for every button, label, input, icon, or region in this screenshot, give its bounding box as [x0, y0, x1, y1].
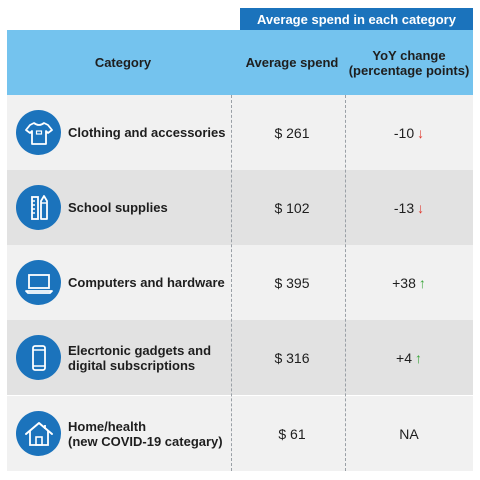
yoy-change-value: NA [399, 425, 419, 442]
yoy-change-value: +38 ↑ [392, 274, 426, 291]
laptop-icon [16, 260, 61, 305]
table-row: Home/health (new COVID-19 categary) $ 61 NA [7, 396, 473, 471]
category-label: Computers and hardware [68, 245, 238, 320]
category-label-line: Home/health [68, 418, 147, 434]
arrow-down-icon: ↓ [417, 124, 425, 141]
table-header: Category Average spend YoY change (perce… [7, 30, 473, 95]
header-category: Category [94, 55, 152, 70]
header-yoy-line-2: (percentage points) [348, 62, 470, 78]
smartphone-icon [16, 335, 61, 380]
table-row: Computers and hardware $ 395 +38 ↑ [7, 245, 473, 320]
yoy-change-value: -10 ↓ [393, 124, 425, 141]
pencil-ruler-icon [16, 185, 61, 230]
table-row: School supplies $ 102 -13 ↓ [7, 170, 473, 245]
header-yoy-change: YoY change (percentage points) [345, 30, 473, 95]
header-yoy-line-1: YoY change [372, 47, 446, 63]
arrow-up-icon: ↑ [418, 274, 426, 291]
category-label: Home/health (new COVID-19 categary) [68, 396, 238, 471]
column-divider-1 [231, 95, 232, 471]
table-row: Elecrtonic gadgets and digital subscripti… [7, 320, 473, 395]
average-spend-value: $ 316 [274, 349, 310, 366]
category-label-line: (new COVID-19 categary) [68, 433, 223, 449]
table-banner: Average spend in each category [240, 8, 473, 30]
average-spend-value: $ 261 [274, 124, 310, 141]
header-average-spend: Average spend [245, 55, 339, 70]
spending-table: Category Average spend YoY change (perce… [7, 30, 473, 471]
average-spend-value: $ 102 [274, 199, 310, 216]
tshirt-icon [16, 110, 61, 155]
category-label: Clothing and accessories [68, 95, 238, 170]
category-label: School supplies [68, 170, 238, 245]
banner-title: Average spend in each category [257, 11, 456, 27]
yoy-change-value: -13 ↓ [393, 199, 425, 216]
average-spend-value: $ 395 [274, 274, 310, 291]
category-label-line: digital subscriptions [68, 357, 196, 373]
column-divider-2 [345, 95, 346, 471]
category-label-line: School supplies [68, 200, 168, 215]
category-label-line: Clothing and accessories [68, 125, 226, 140]
yoy-change-value: +4 ↑ [396, 349, 422, 366]
table-row: Clothing and accessories $ 261 -10 ↓ [7, 95, 473, 170]
category-label: Elecrtonic gadgets and digital subscripti… [68, 320, 238, 395]
arrow-up-icon: ↑ [414, 349, 422, 366]
category-label-line: Computers and hardware [68, 275, 225, 290]
average-spend-value: $ 61 [278, 425, 306, 442]
house-icon [16, 411, 61, 456]
arrow-down-icon: ↓ [417, 199, 425, 216]
category-label-line: Elecrtonic gadgets and [68, 342, 212, 358]
